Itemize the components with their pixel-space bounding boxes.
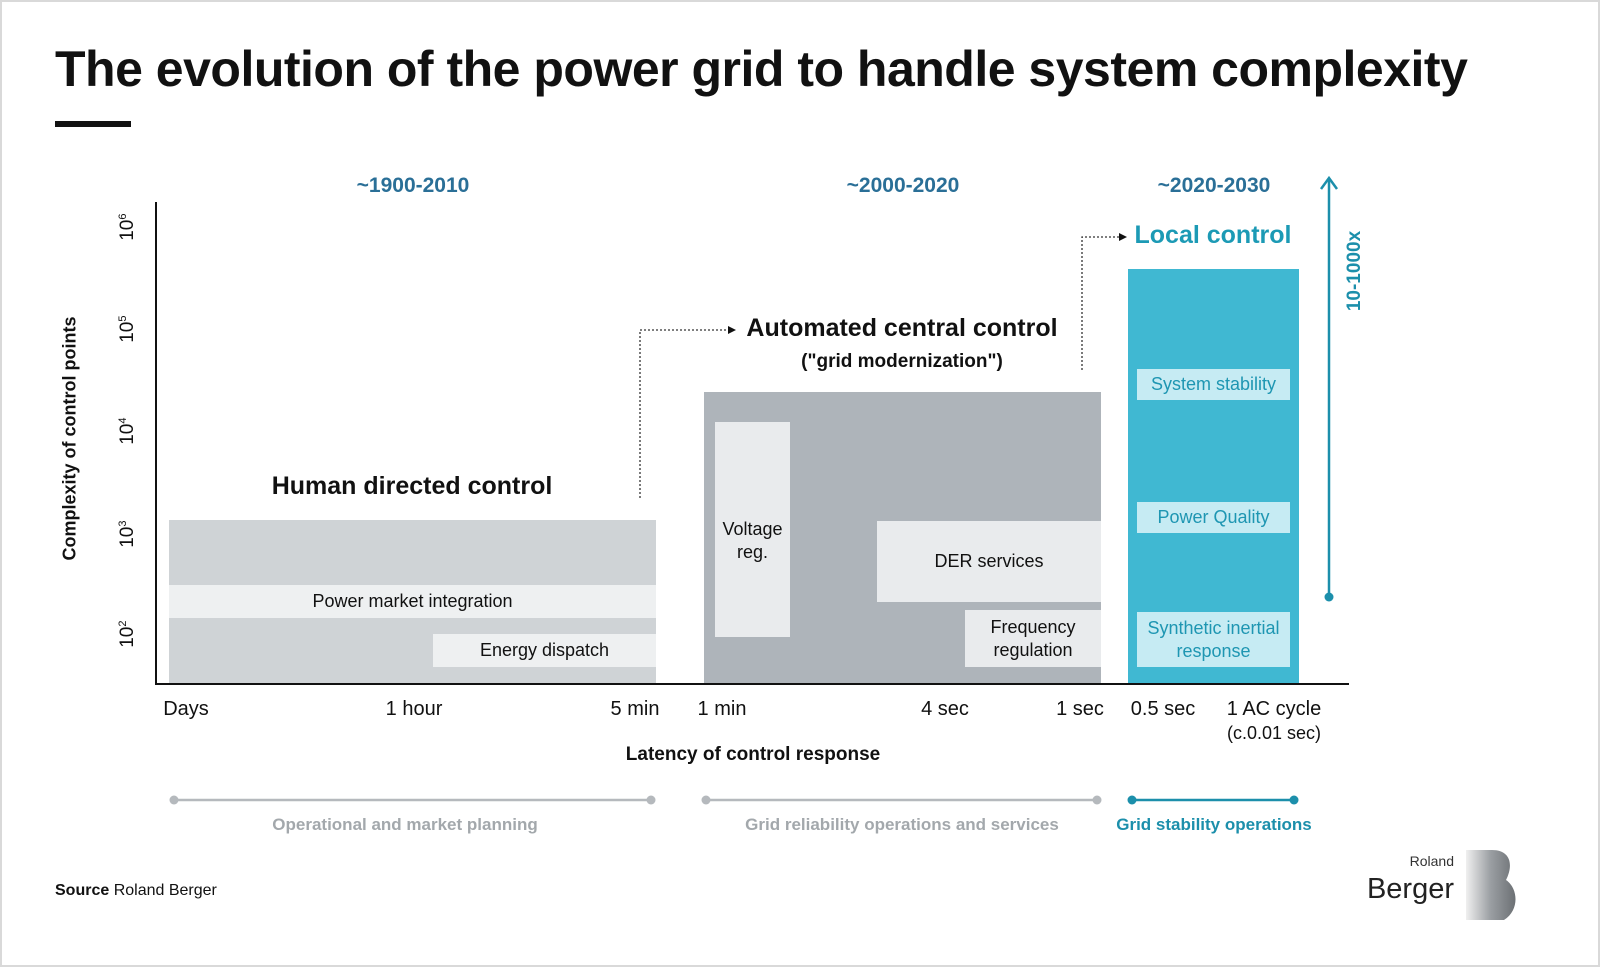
growth-arrow-dot [1324,592,1334,602]
timeline-dot [1289,795,1299,805]
x-tick-1-min: 1 min [697,698,747,720]
title-underline [55,121,131,127]
x-tick-0-5-sec: 0.5 sec [1130,698,1196,720]
timeline-dot [1127,795,1137,805]
connector-arrowhead-2 [1119,233,1127,241]
era-label-3: ~2020-2030 [1157,174,1271,197]
local-control-title: Local control [1134,221,1292,249]
power-market-integration: Power market integration [169,585,656,618]
x-tick-ac-cycle: 1 AC cycle (c.0.01 sec) [1227,697,1321,745]
x-tick-days: Days [163,698,209,720]
x-tick-4-sec: 4 sec [921,698,969,720]
timeline-dot [646,795,656,805]
connector-arrowhead-1 [728,326,736,334]
system-stability: System stability [1137,369,1290,400]
x-tick-ac-cycle-note: (c.0.01 sec) [1226,723,1322,743]
x-tick-1-sec: 1 sec [1056,698,1104,720]
synthetic-inertial-response: Synthetic inertial response [1137,612,1290,667]
growth-arrow-head [1319,175,1339,190]
automated-control-title: Automated central control [746,314,1058,342]
human-control-title: Human directed control [271,472,553,500]
connector-dotted-1 [639,329,728,498]
era-label-2: ~2000-2020 [846,174,960,197]
page-title: The evolution of the power grid to handl… [55,41,1468,97]
timeline-dot [701,795,711,805]
growth-label: 10-1000x [1344,230,1365,312]
timeline-label-1: Operational and market planning [272,815,538,834]
timeline-dot [1092,795,1102,805]
source-note: Source Roland Berger [55,882,217,900]
timeline-label-3: Grid stability operations [1116,815,1312,834]
connector-dotted-2 [1081,236,1119,370]
energy-dispatch: Energy dispatch [433,634,656,667]
power-quality: Power Quality [1137,502,1290,533]
source-value: Roland Berger [113,882,217,899]
roland-berger-logo: Roland Berger [1366,850,1518,924]
era-label-1: ~1900-2010 [356,174,470,197]
voltage-regulation: Voltage reg. [715,422,790,637]
timeline-dot [169,795,179,805]
source-label: Source [55,882,110,899]
logo-line-roland: Roland [1409,853,1454,869]
x-axis-label: Latency of control response [625,744,881,765]
automated-control-subtitle: ("grid modernization") [801,351,1003,372]
frequency-regulation: Frequency regulation [965,610,1101,667]
timeline-label-2: Grid reliability operations and services [745,815,1059,834]
der-services: DER services [877,521,1101,602]
x-tick-1-hour: 1 hour [385,698,443,720]
x-tick-5-min: 5 min [610,698,660,720]
x-tick-ac-cycle-label: 1 AC cycle [1226,698,1322,720]
logo-line-berger: Berger [1366,873,1454,905]
logo-b-mark [1466,850,1516,920]
